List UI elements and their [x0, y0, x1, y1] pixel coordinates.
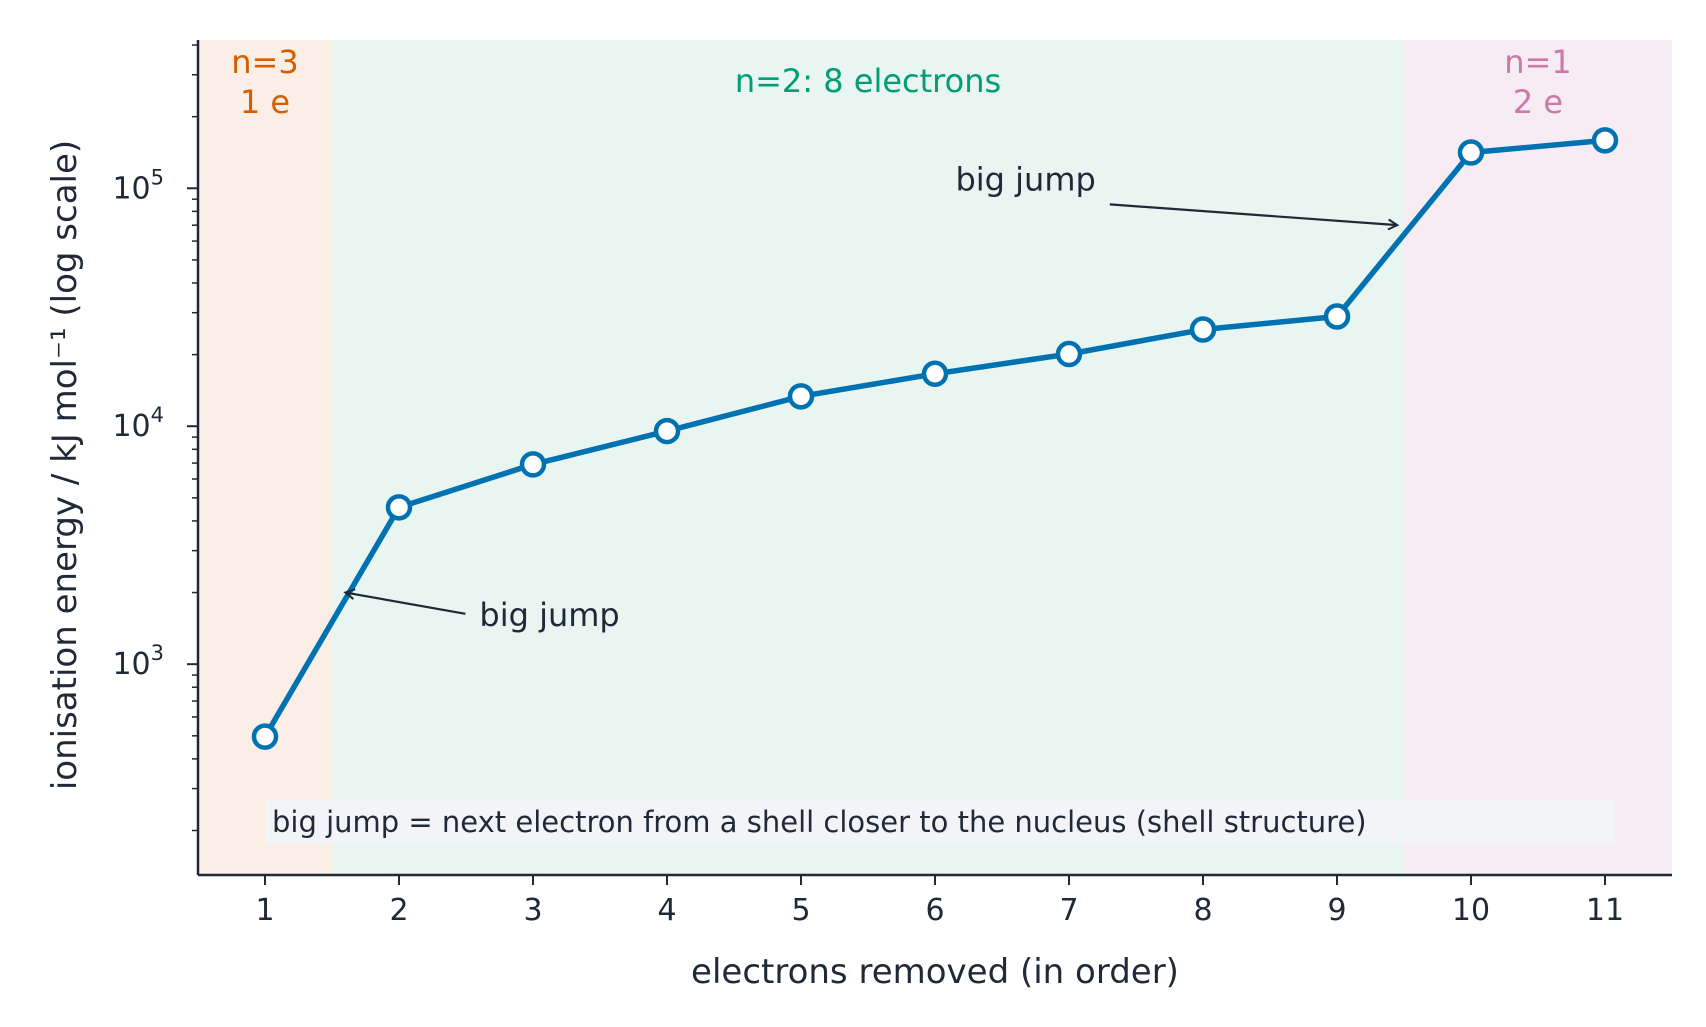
y-tick-label-exponent: 3: [151, 641, 164, 665]
x-tick-label: 3: [523, 893, 542, 928]
annotations: big jump big jump: [345, 160, 1398, 634]
footnote-box: [265, 800, 1615, 844]
data-point: [385, 494, 413, 521]
x-tick-label: 8: [1193, 893, 1212, 928]
data-point: [921, 360, 949, 388]
y-tick-label-base: 10: [112, 409, 150, 444]
data-series: [251, 127, 1619, 750]
shell-band-label-line: n=3: [231, 43, 298, 81]
y-tick-label-exponent: 4: [151, 403, 164, 427]
x-tick-label: 4: [657, 893, 676, 928]
y-tick-label-base: 10: [112, 171, 150, 206]
shell-band: [1404, 40, 1672, 875]
y-axis-title: ionisation energy / kJ mol⁻¹ (log scale): [45, 140, 85, 790]
shell-band-label-line: n=2: 8 electrons: [735, 62, 1001, 100]
footnote: big jump = next electron from a shell cl…: [265, 800, 1615, 844]
x-tick-label: 7: [1059, 893, 1078, 928]
shell-band-label: n=1 2 e: [1504, 43, 1571, 121]
shell-band-label: n=3 1 e: [231, 43, 298, 121]
shell-bands: [198, 40, 1672, 875]
data-point: [787, 383, 815, 410]
data-point: [1189, 316, 1217, 343]
y-tick-label-exponent: 5: [151, 165, 164, 189]
shell-band-labels: n=3 1 e n=2: 8 electrons n=1 2 e: [231, 43, 1571, 121]
shell-band: [332, 40, 1404, 875]
x-tick-label: 11: [1586, 893, 1624, 928]
annotation-label: big jump: [479, 596, 619, 634]
annotation-label: big jump: [955, 160, 1095, 198]
data-point: [519, 451, 547, 478]
data-point: [251, 723, 279, 750]
y-tick-label-base: 10: [112, 647, 150, 682]
x-tick-label: 10: [1452, 893, 1490, 928]
x-tick-label: 6: [925, 893, 944, 928]
x-tick-label: 1: [255, 893, 274, 928]
x-tick-label: 2: [389, 893, 408, 928]
data-point: [1591, 127, 1619, 154]
y-tick-label: 105: [112, 165, 164, 206]
y-tick-label: 103: [112, 641, 164, 682]
shell-band-label-line: n=1: [1504, 43, 1571, 81]
shell-band-label: n=2: 8 electrons: [735, 62, 1001, 100]
y-tick-label: 104: [112, 403, 164, 444]
data-point: [1055, 340, 1083, 368]
annotation-arrow: [1109, 203, 1398, 225]
annotation-arrow: [345, 593, 466, 615]
data-point: [653, 417, 681, 445]
shell-band-label-line: 1 e: [240, 83, 290, 121]
shell-band-label-line: 2 e: [1513, 83, 1563, 121]
footnote-text: big jump = next electron from a shell cl…: [272, 805, 1367, 839]
x-axis-title: electrons removed (in order): [691, 952, 1179, 992]
data-point: [1323, 303, 1351, 330]
x-tick-label: 5: [791, 893, 810, 928]
x-tick-label: 9: [1327, 893, 1346, 928]
data-point: [1457, 139, 1485, 166]
